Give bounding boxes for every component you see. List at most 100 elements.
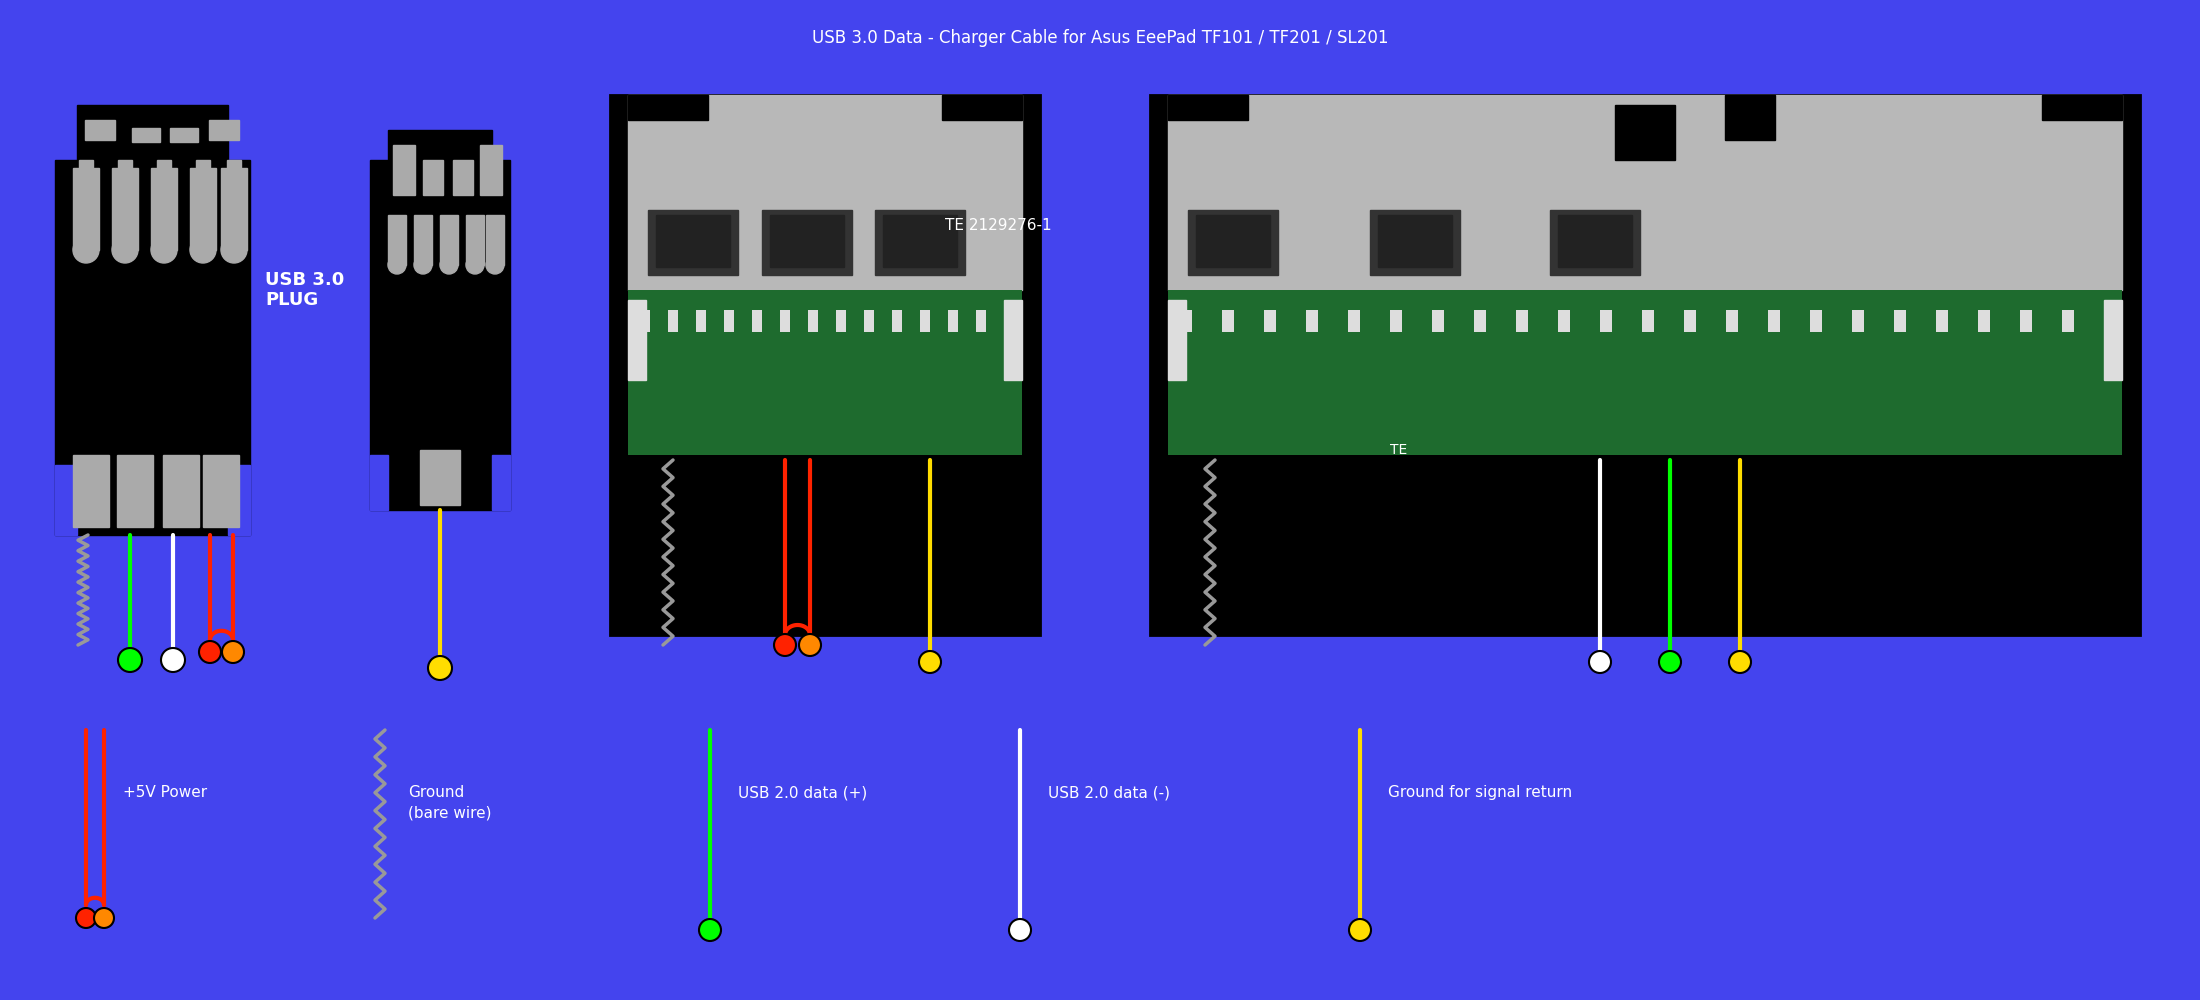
Bar [627,95,1023,290]
Text: +5V Power: +5V Power [123,785,207,800]
Circle shape [1588,651,1610,673]
Bar [209,120,240,140]
Text: USB 3.0
PLUG: USB 3.0 PLUG [264,271,343,309]
Bar [2103,300,2123,380]
Bar [119,160,132,172]
Bar [1377,215,1452,267]
Bar [920,310,931,332]
Bar [1307,310,1318,332]
Bar [1349,310,1360,332]
Bar [1151,95,2141,635]
Circle shape [77,908,97,928]
Bar [1474,310,1485,332]
Bar [370,160,510,510]
Text: Ground
(bare wire): Ground (bare wire) [407,785,491,821]
Bar [466,215,484,265]
Bar [196,160,209,172]
Bar [669,310,678,332]
Bar [117,455,154,527]
Bar [948,310,957,332]
Text: Ground for signal return: Ground for signal return [1388,785,1573,800]
Bar [227,160,242,172]
Bar [73,455,110,527]
Text: TE 2129276-1: TE 2129276-1 [946,218,1052,232]
Circle shape [429,656,451,680]
Bar [1003,310,1014,332]
Bar [1003,300,1023,380]
Bar [1516,310,1529,332]
Circle shape [198,641,220,663]
Bar [1615,105,1674,160]
Circle shape [414,256,431,274]
Circle shape [112,237,139,263]
Bar [73,168,99,250]
Bar [1558,310,1571,332]
Bar [420,450,460,505]
Text: USB 2.0 data (-): USB 2.0 data (-) [1047,785,1170,800]
Bar [627,290,1023,455]
Bar [1727,310,1738,332]
Bar [1221,310,1234,332]
Circle shape [486,256,504,274]
Circle shape [799,634,821,656]
Bar [2020,310,2033,332]
Bar [453,160,473,195]
Circle shape [95,908,114,928]
Bar [480,145,502,195]
Circle shape [774,634,796,656]
Circle shape [700,919,722,941]
Bar [836,310,847,332]
Bar [202,455,240,527]
Bar [781,310,790,332]
Circle shape [152,237,176,263]
Bar [1599,310,1613,332]
Bar [1168,290,2123,455]
Circle shape [189,237,216,263]
Circle shape [440,256,458,274]
Circle shape [220,237,246,263]
Bar [807,310,818,332]
Bar [1894,310,1905,332]
Bar [1769,310,1780,332]
Text: USB 3.0 Data - Charger Cable for Asus EeePad TF101 / TF201 / SL201: USB 3.0 Data - Charger Cable for Asus Ee… [812,29,1388,47]
Bar [649,210,737,275]
Bar [882,215,957,267]
Bar [1551,210,1639,275]
Bar [220,168,246,250]
Bar [2061,310,2075,332]
Bar [1371,210,1461,275]
Circle shape [920,651,942,673]
Circle shape [161,648,185,672]
Bar [770,215,845,267]
Bar [627,95,708,120]
Bar [156,160,172,172]
Bar [2042,95,2123,120]
Bar [1265,310,1276,332]
Circle shape [387,256,407,274]
Bar [1641,310,1654,332]
Bar [370,455,387,510]
Bar [79,160,92,172]
Bar [1168,95,2123,290]
Bar [1432,310,1443,332]
Bar [387,130,493,160]
Bar [440,215,458,265]
Bar [394,145,416,195]
Bar [422,160,442,195]
Circle shape [466,256,484,274]
Bar [1852,310,1863,332]
Bar [132,128,161,142]
Circle shape [1010,919,1032,941]
Bar [1683,310,1696,332]
Circle shape [73,237,99,263]
Circle shape [119,648,143,672]
Bar [724,310,735,332]
Bar [977,310,986,332]
Bar [414,215,431,265]
Bar [1725,95,1775,140]
Bar [1188,210,1278,275]
Bar [1936,310,1947,332]
Bar [695,310,706,332]
Bar [387,215,407,265]
Circle shape [222,641,244,663]
